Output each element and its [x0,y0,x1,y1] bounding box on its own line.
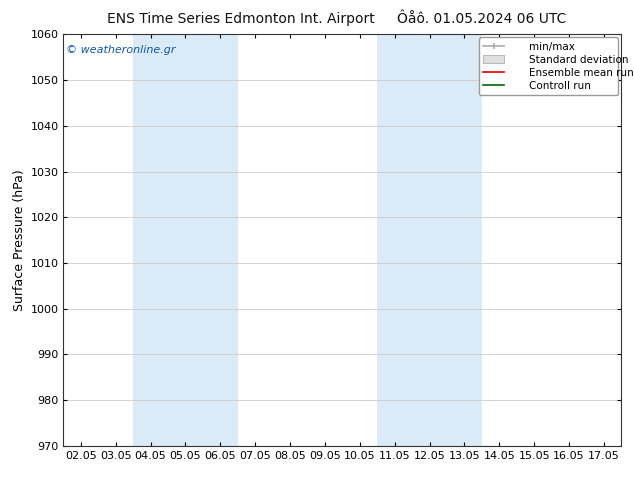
Bar [377,34,482,446]
Text: ENS Time Series Edmonton Int. Airport: ENS Time Series Edmonton Int. Airport [107,12,375,26]
Legend: min/max, Standard deviation, Ensemble mean run, Controll run: min/max, Standard deviation, Ensemble me… [479,37,618,95]
Text: © weatheronline.gr: © weatheronline.gr [66,45,176,54]
Y-axis label: Surface Pressure (hPa): Surface Pressure (hPa) [13,169,26,311]
Bar [133,34,238,446]
Text: Ôåô. 01.05.2024 06 UTC: Ôåô. 01.05.2024 06 UTC [397,12,567,26]
